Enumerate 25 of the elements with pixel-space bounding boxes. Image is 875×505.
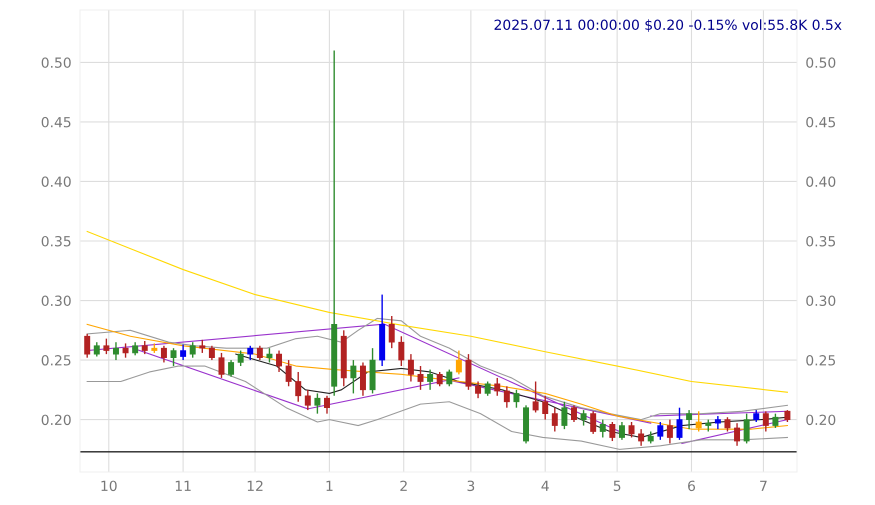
x-tick-label: 5: [614, 480, 620, 492]
x-tick-label: 10: [101, 480, 117, 492]
y-tick-label: 0.30: [42, 296, 71, 306]
y2-tick-label: 0.45: [806, 116, 836, 128]
x-tick-label: 4: [541, 480, 549, 491]
y2-tick-label: 0.35: [806, 236, 836, 246]
y2-tick-label: 0.20: [806, 414, 836, 426]
y-tick-label: 0.45: [42, 116, 70, 128]
x-tick-label: 1: [326, 480, 333, 491]
text: 2025.07.11 00:00:00 $0.20 -0.15% vol:55.8K 0.5x: [494, 19, 842, 32]
y-tick-label: 0.40: [42, 176, 71, 187]
y-tick-label: 0.20: [42, 414, 71, 426]
x-tick-label: 6: [688, 480, 696, 492]
y-tick-label: 0.25: [42, 355, 70, 366]
x-tick-label: 11: [176, 480, 191, 491]
y2-tick-label: 0.30: [806, 296, 836, 306]
x-tick-label: 2: [400, 480, 407, 491]
y2-tick-label: 0.40: [806, 176, 836, 187]
y2-tick-label: 0.25: [806, 355, 836, 366]
y2-tick-label: 0.50: [806, 57, 836, 68]
x-tick-label: 3: [468, 480, 474, 492]
x-tick-label: 12: [248, 480, 262, 491]
x-tick-label: 7: [760, 480, 767, 491]
y-tick-label: 0.35: [42, 236, 70, 246]
y-tick-label: 0.50: [42, 57, 71, 68]
